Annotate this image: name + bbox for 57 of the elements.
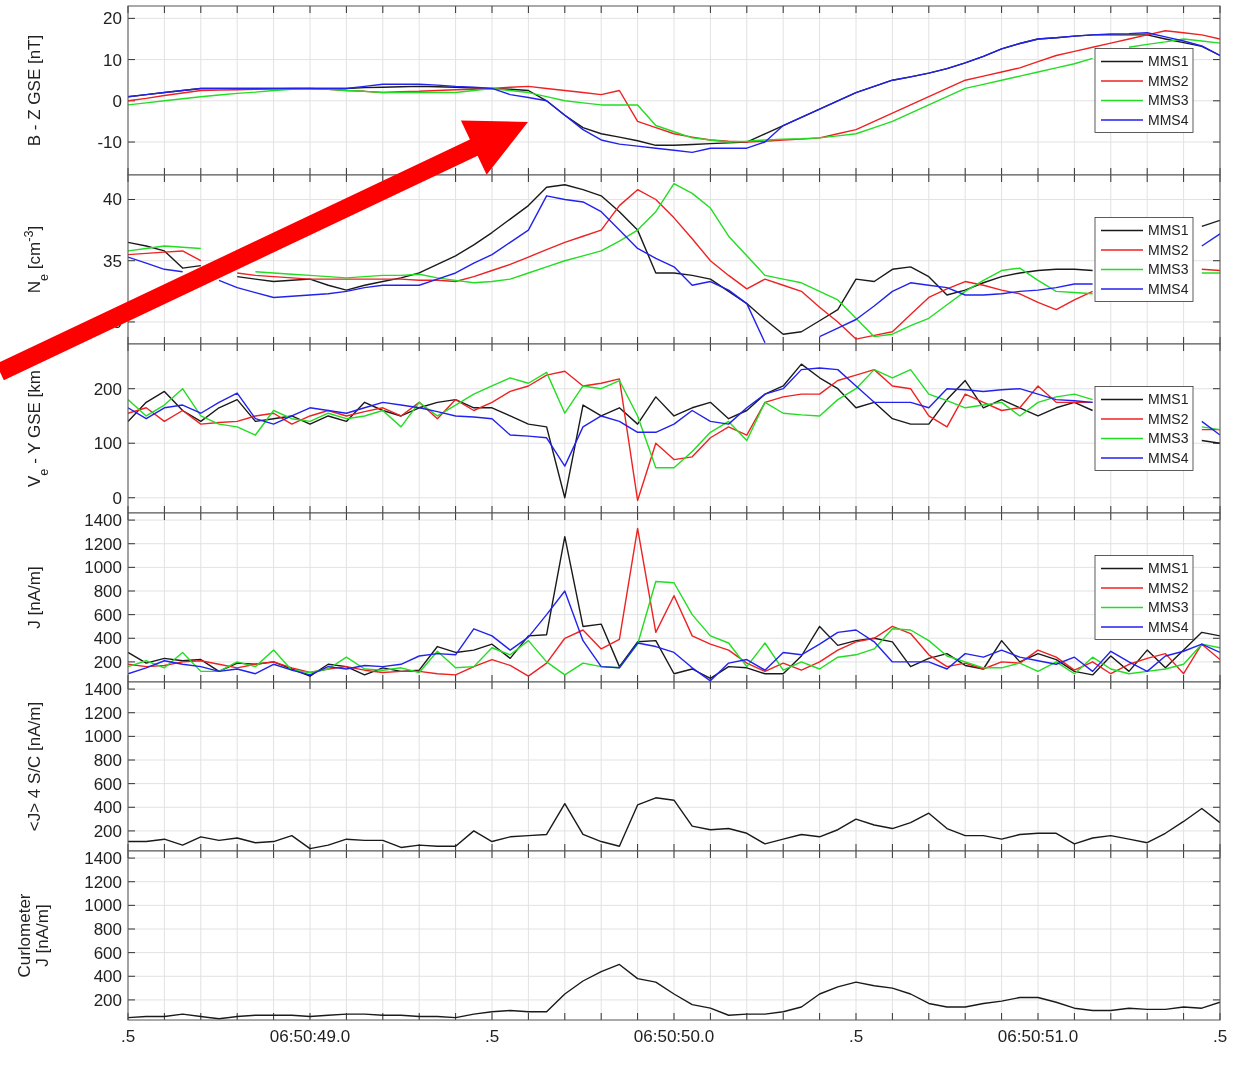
x-tick-label: 06:50:51.0 (997, 1027, 1079, 1046)
legend-label: MMS1 (1148, 53, 1189, 70)
y-tick-label: 200 (93, 990, 122, 1010)
y-axis-title: J [nA/m] (25, 566, 44, 629)
legend-label: MMS2 (1148, 410, 1189, 427)
y-tick-label: 35 (103, 251, 122, 271)
y-tick-label: 1400 (84, 849, 122, 869)
x-tick-label: 06:50:49.0 (269, 1027, 351, 1046)
legend-label: MMS1 (1148, 222, 1189, 239)
y-tick-label: 600 (93, 605, 122, 625)
legend-label: MMS3 (1148, 261, 1189, 278)
legend-label: MMS2 (1148, 579, 1189, 596)
y-tick-label: 400 (93, 967, 122, 987)
y-tick-label: 40 (103, 190, 122, 210)
legend-label: MMS4 (1148, 449, 1189, 466)
y-tick-label: 800 (93, 581, 122, 601)
y-tick-label: 1000 (84, 558, 122, 578)
y-tick-label: 1000 (84, 896, 122, 916)
y-tick-label: 800 (93, 750, 122, 770)
y-tick-label: 0 (112, 91, 122, 111)
y-tick-label: 20 (103, 9, 122, 29)
y-tick-label: 400 (93, 798, 122, 818)
legend-label: MMS3 (1148, 599, 1189, 616)
y-tick-label: 400 (93, 629, 122, 649)
y-axis-title: <J> 4 S/C [nA/m] (25, 701, 44, 832)
legend-label: MMS2 (1148, 241, 1189, 258)
legend-label: MMS3 (1148, 92, 1189, 109)
y-tick-label: 600 (93, 774, 122, 794)
legend-label: MMS4 (1148, 280, 1189, 297)
x-tick-label: .5 (1212, 1027, 1228, 1046)
y-tick-label: 0 (112, 488, 122, 508)
y-axis-title: B - Z GSE [nT] (25, 34, 44, 147)
legend-label: MMS1 (1148, 391, 1189, 408)
y-tick-label: 600 (93, 943, 122, 963)
y-tick-label: 200 (93, 821, 122, 841)
x-tick-label: .5 (848, 1027, 864, 1046)
y-axis-title: Curlometer J [nA/m] (14, 893, 53, 978)
y-tick-label: 200 (93, 379, 122, 399)
legend-label: MMS1 (1148, 560, 1189, 577)
y-tick-label: 10 (103, 50, 122, 70)
x-tick-label: .5 (484, 1027, 500, 1046)
legend-label: MMS3 (1148, 430, 1189, 447)
y-tick-label: 1200 (84, 703, 122, 723)
x-tick-label: .5 (120, 1027, 136, 1046)
y-tick-label: 1400 (84, 680, 122, 700)
y-tick-label: 1400 (84, 511, 122, 531)
y-tick-label: 1200 (84, 534, 122, 554)
y-tick-label: 800 (93, 919, 122, 939)
legend-label: MMS2 (1148, 72, 1189, 89)
y-tick-label: 1200 (84, 872, 122, 892)
legend-label: MMS4 (1148, 618, 1189, 635)
y-tick-label: -10 (97, 132, 122, 152)
legend-label: MMS4 (1148, 111, 1189, 128)
y-tick-label: 200 (93, 652, 122, 672)
y-tick-label: 1000 (84, 727, 122, 747)
y-tick-label: 100 (93, 434, 122, 454)
x-tick-label: 06:50:50.0 (633, 1027, 715, 1046)
